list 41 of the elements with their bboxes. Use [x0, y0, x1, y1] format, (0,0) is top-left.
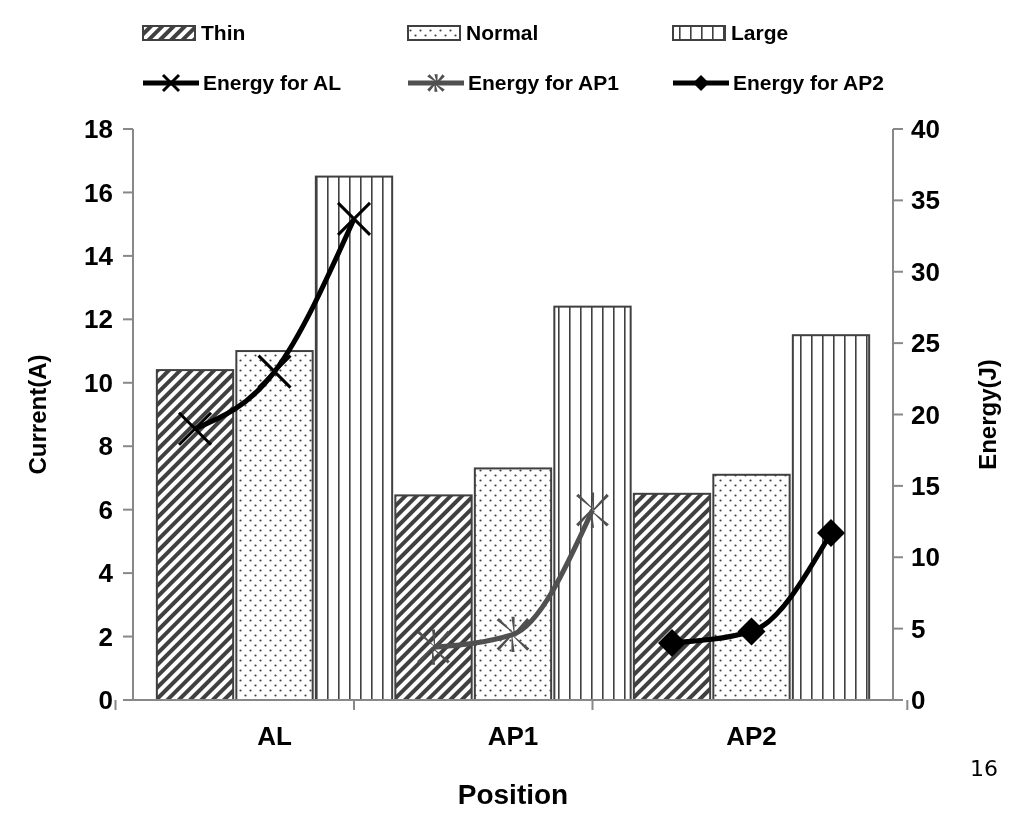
- point: [658, 628, 686, 657]
- legend-label: Normal: [466, 21, 539, 44]
- y2-tick-label: 20: [911, 399, 940, 430]
- point: [417, 629, 450, 665]
- point: [177, 411, 213, 447]
- y-tick-label: 12: [84, 304, 113, 335]
- y-axis-title: Current(A): [24, 354, 51, 475]
- legend-label: Large: [731, 21, 789, 44]
- x-axis-title: Position: [457, 779, 569, 810]
- legend-label: Energy for AL: [203, 71, 342, 94]
- y-tick-label: 10: [84, 367, 113, 398]
- point: [576, 492, 609, 528]
- y2-tick-label: 40: [911, 114, 940, 145]
- x-tick-label: AP2: [726, 721, 777, 751]
- y2-tick-label: 35: [911, 185, 940, 216]
- y-tick-label: 0: [98, 685, 113, 716]
- text: 16: [970, 756, 998, 781]
- y-tick-label: 14: [84, 240, 114, 271]
- point: [336, 201, 372, 237]
- y-tick-label: 4: [98, 558, 114, 589]
- point: [816, 518, 845, 547]
- y2-tick-label: 0: [911, 685, 926, 716]
- y2-tick-label: 10: [911, 542, 940, 573]
- y2-tick-label: 30: [911, 256, 940, 287]
- point: [496, 616, 530, 652]
- x-tick-label: AL: [257, 721, 292, 751]
- legend-label: Thin: [201, 21, 246, 44]
- y-tick-label: 18: [84, 114, 113, 145]
- point: [737, 617, 766, 646]
- y2-axis-title: Energy(J): [974, 359, 1001, 470]
- y-tick-label: 6: [98, 494, 113, 525]
- legend-label: Energy for AP1: [468, 71, 620, 94]
- y2-tick-label: 15: [911, 470, 940, 501]
- y2-tick-label: 25: [911, 328, 940, 359]
- y-tick-label: 16: [84, 177, 113, 208]
- x-tick-label: AP1: [487, 721, 539, 751]
- y2-tick-label: 5: [911, 613, 926, 644]
- y-tick-label: 8: [98, 431, 113, 462]
- point: [257, 354, 293, 390]
- legend-label: Energy for AP2: [733, 71, 884, 94]
- y-tick-label: 2: [98, 621, 113, 652]
